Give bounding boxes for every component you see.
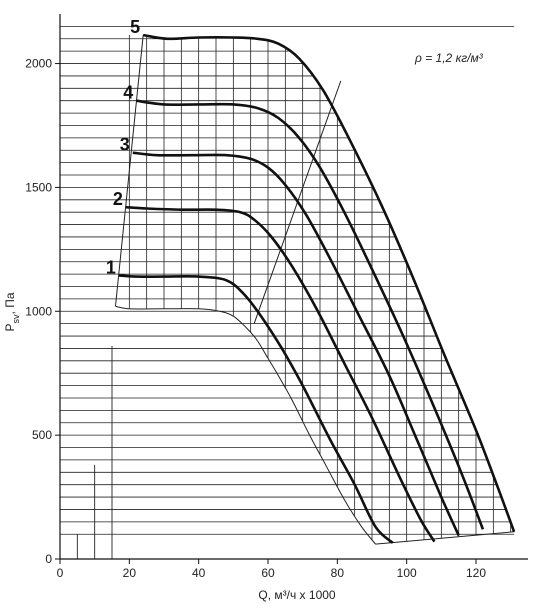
left-boundary-line bbox=[114, 35, 144, 307]
x-tick-label: 40 bbox=[192, 566, 206, 580]
curve-4 bbox=[136, 99, 485, 530]
y-axis-title: Psv, Па bbox=[3, 292, 21, 331]
curve-label-1: 1 bbox=[106, 257, 116, 277]
curve-3 bbox=[132, 151, 460, 537]
y-tick-label: 1000 bbox=[25, 304, 52, 318]
x-tick-label: 120 bbox=[466, 566, 486, 580]
tick-labels: 0 20 40 60 80 100 120 0 500 1000 1500 2000 bbox=[25, 57, 486, 580]
x-tick-label: 100 bbox=[397, 566, 417, 580]
curve-2 bbox=[125, 205, 436, 543]
curve-labels: 1 2 3 4 5 bbox=[106, 17, 140, 277]
curve-label-5: 5 bbox=[130, 17, 140, 37]
y-tick-label: 500 bbox=[32, 428, 52, 442]
min-speed-curve bbox=[115, 305, 376, 545]
bottom-boundary-line bbox=[375, 531, 515, 545]
grid bbox=[60, 25, 515, 543]
axes bbox=[59, 14, 528, 560]
density-annotation: ρ = 1,2 кг/м³ bbox=[414, 51, 484, 65]
curve-5 bbox=[142, 33, 516, 533]
curve-1 bbox=[118, 274, 394, 544]
x-tick-label: 0 bbox=[57, 566, 64, 580]
x-axis-title: Q, м³/ч x 1000 bbox=[258, 588, 336, 602]
curve-label-2: 2 bbox=[113, 189, 123, 209]
curve-label-3: 3 bbox=[120, 135, 130, 155]
y-tick-label: 2000 bbox=[25, 57, 52, 71]
curves bbox=[76, 33, 516, 559]
y-tick-label: 1500 bbox=[25, 180, 52, 194]
x-tick-label: 20 bbox=[123, 566, 137, 580]
x-tick-label: 60 bbox=[261, 566, 275, 580]
y-tick-label: 0 bbox=[45, 552, 52, 566]
curve-label-4: 4 bbox=[123, 83, 133, 103]
x-tick-label: 80 bbox=[331, 566, 345, 580]
